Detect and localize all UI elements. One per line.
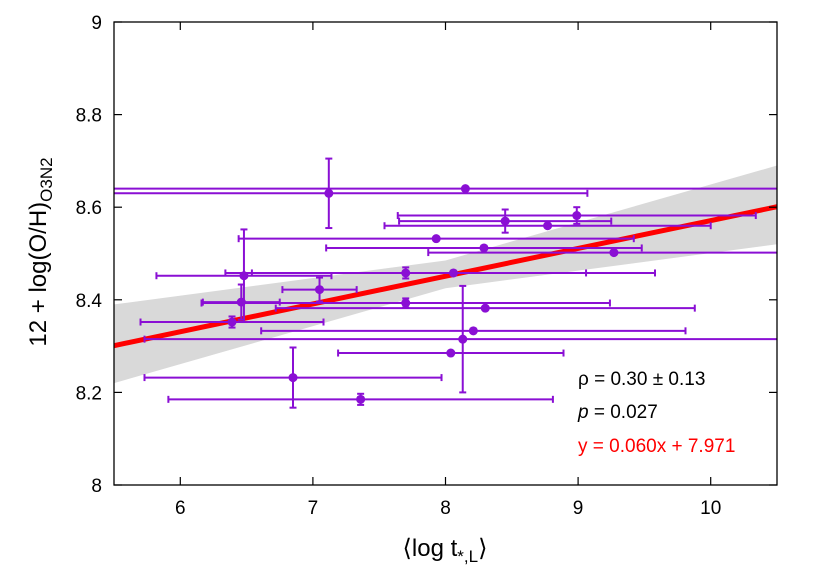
rho-annotation: ρ = 0.30 ± 0.13 [578,369,705,390]
data-point [315,285,325,295]
data-point [500,216,510,226]
data-point [609,248,619,258]
data-point-group [114,157,589,230]
data-point-group [398,208,613,234]
y-axis-label: 12 + log(O/H)O3N2 [25,157,56,346]
x-tick-label: 9 [573,498,584,519]
p-value-annotation: p = 0.027 [577,402,658,423]
data-point-group [260,326,687,336]
y-tick-label: 8.8 [76,106,102,127]
data-point-group [143,346,443,409]
data-point-group [383,221,712,231]
tick-labels-layer: 6 7 8 9 10 8 8.2 8.4 8.6 8.8 9 [76,13,722,519]
data-point [480,303,490,313]
axes-layer [113,21,778,486]
data-point [431,234,441,244]
data-point-group [337,348,565,358]
data-point [543,221,553,231]
data-point [460,184,470,194]
x-tick-label: 6 [175,498,186,519]
data-point-group [427,248,777,258]
data-point-group [325,243,643,253]
data-points-layer [114,157,777,409]
data-point [448,268,458,278]
data-point [356,394,366,404]
data-point [288,373,298,383]
fit-equation-annotation: y = 0.060x + 7.971 [578,436,735,457]
x-tick-label: 8 [440,498,451,519]
data-point [324,188,334,198]
data-point-group [281,276,358,303]
data-point [572,211,582,221]
data-point-group [114,184,777,194]
data-point [401,298,411,308]
data-point-group [274,303,696,313]
y-tick-label: 8.6 [76,198,102,219]
data-point [227,317,237,327]
y-tick-label: 9 [91,13,102,34]
data-point [446,348,456,358]
x-tick-label: 10 [700,498,721,519]
data-point-group [237,234,635,244]
data-point [468,326,478,336]
data-point [479,243,489,253]
data-point [458,334,468,344]
data-point-group [155,228,333,324]
y-tick-label: 8.2 [76,383,102,404]
data-point-group [143,284,777,394]
data-point-group [396,206,757,225]
data-point-group [250,268,657,278]
annotations: ρ = 0.30 ± 0.13 p = 0.027 y = 0.060x + 7… [577,369,735,457]
data-point-group [139,315,325,329]
x-axis-label: ⟨log t*,L⟩ [403,535,488,566]
data-point-group [167,392,554,406]
x-tick-label: 7 [308,498,319,519]
y-tick-label: 8 [91,476,102,497]
y-tick-label: 8.4 [76,291,103,312]
